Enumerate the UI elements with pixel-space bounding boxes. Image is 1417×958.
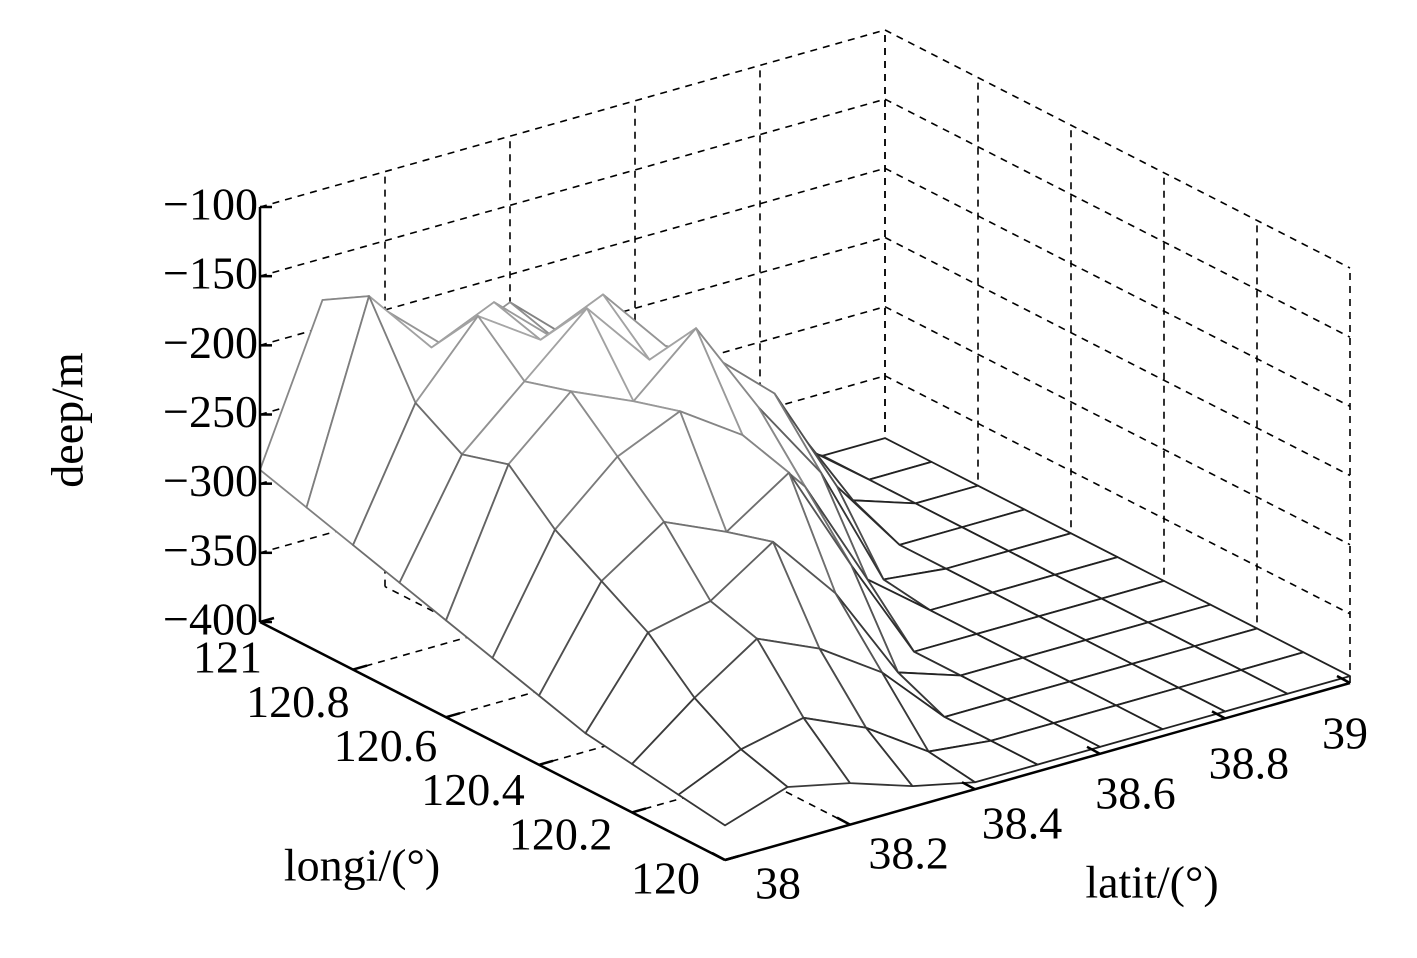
z-tick-label: −100 — [163, 179, 258, 230]
x-tick-label: 38 — [755, 858, 801, 909]
grid-line — [259, 98, 886, 277]
y-axis — [259, 620, 726, 862]
y-tick-label: 120.8 — [246, 676, 350, 727]
grid-line — [884, 98, 1351, 338]
x-tick-label: 38.6 — [1095, 768, 1176, 819]
z-tick-label: −350 — [163, 524, 258, 575]
z-tick-label: −400 — [163, 594, 258, 645]
x-axis — [724, 681, 1351, 862]
grid-line — [884, 375, 1351, 615]
z-tick-label: −200 — [163, 317, 258, 368]
grid-line — [352, 491, 979, 671]
y-tick-label: 120.6 — [334, 720, 438, 771]
tick-mark — [445, 711, 461, 719]
tick-mark — [352, 664, 368, 671]
z-tick-label: −250 — [163, 386, 258, 437]
y-tick-label: 120 — [631, 853, 700, 904]
tick-mark — [1336, 674, 1351, 685]
grid-line — [884, 167, 1351, 408]
tick-mark — [259, 616, 275, 624]
z-axis-label: deep/m — [42, 352, 93, 488]
y-tick-label: 121 — [193, 632, 262, 683]
tick-mark — [724, 854, 740, 862]
x-tick-label: 39 — [1322, 708, 1368, 759]
y-tick-label: 120.4 — [421, 764, 525, 815]
grid-line — [259, 29, 886, 208]
tick-mark — [1086, 745, 1101, 755]
tick-mark — [711, 851, 726, 862]
grid-line — [884, 29, 1351, 269]
tick-mark — [538, 759, 554, 767]
y-tick-label: 120.2 — [509, 808, 613, 859]
x-axis-label: latit/(°) — [1085, 857, 1218, 908]
z-tick-label: −300 — [163, 455, 258, 506]
tick-mark — [961, 781, 976, 791]
tick-mark — [836, 816, 851, 826]
x-tick-label: 38.2 — [868, 828, 949, 879]
surface — [259, 293, 1351, 827]
surface-cell — [677, 748, 789, 827]
grid-line — [884, 236, 1351, 477]
grid-line — [884, 305, 1351, 546]
x-tick-label: 38.8 — [1209, 738, 1290, 789]
x-tick-label: 38.4 — [982, 798, 1063, 849]
y-axis-label: longi/(°) — [284, 840, 440, 891]
tick-mark — [631, 807, 647, 814]
tick-mark — [1211, 710, 1226, 720]
axes: −400−350−300−250−200−150−100120120.2120.… — [163, 179, 1368, 909]
z-tick-label: −150 — [163, 248, 258, 299]
